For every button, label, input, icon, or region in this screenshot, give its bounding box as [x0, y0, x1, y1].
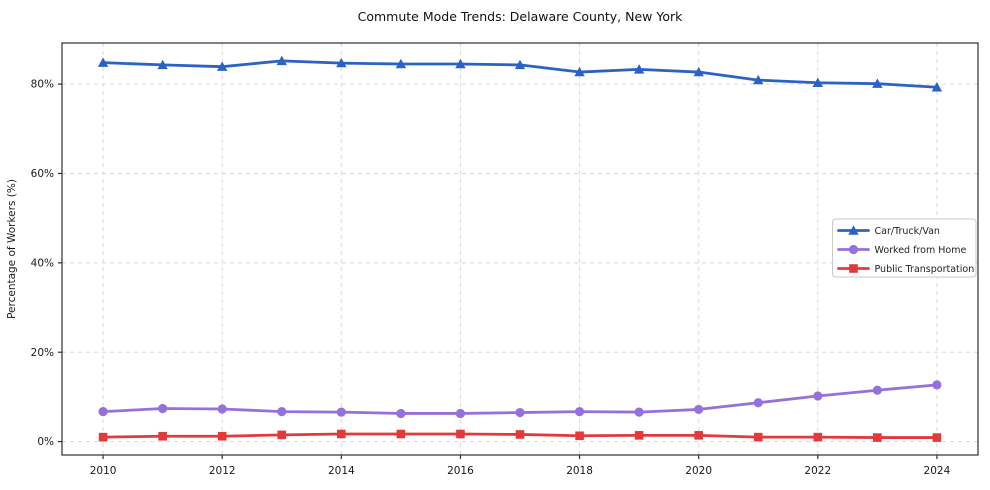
marker-public-transportation [634, 431, 644, 440]
marker-worked-from-home [217, 404, 227, 414]
marker-car-truck-van [97, 57, 109, 67]
legend-box [832, 218, 977, 278]
marker-car-truck-van [514, 59, 526, 70]
y-axis-label: Percentage of Workers (%) [6, 179, 18, 319]
x-tick-label: 2020 [685, 465, 712, 477]
x-tick-label: 2024 [924, 465, 951, 477]
marker-worked-from-home [694, 404, 704, 415]
legend-label: Car/Truck/Van [875, 226, 940, 237]
y-tick-label: 80% [31, 79, 54, 91]
legend-swatch-marker [848, 244, 859, 255]
marker-worked-from-home [98, 407, 108, 417]
marker-worked-from-home [813, 391, 823, 401]
y-tick-label: 0% [37, 436, 54, 448]
marker-car-truck-van [395, 58, 407, 69]
x-tick-label: 2016 [447, 465, 474, 477]
legend-item-worked-from-home: Worked from Home [837, 244, 967, 256]
legend-item-public-transportation: Public Transportation [837, 264, 975, 275]
marker-public-transportation [694, 431, 703, 440]
marker-public-transportation [515, 430, 525, 439]
marker-public-transportation [217, 431, 227, 441]
x-tick-label: 2022 [804, 465, 831, 477]
series-worked-from-home [98, 380, 942, 419]
marker-car-truck-van [574, 66, 585, 77]
marker-worked-from-home [336, 407, 346, 417]
x-tick-label: 2014 [328, 465, 355, 477]
marker-public-transportation [932, 433, 942, 442]
marker-public-transportation [337, 429, 346, 439]
marker-public-transportation [277, 430, 287, 440]
y-tick-label: 40% [31, 257, 54, 269]
marker-car-truck-van [931, 82, 943, 92]
marker-worked-from-home [158, 403, 168, 414]
legend-item-car-truck-van: Car/Truck/Van [837, 225, 940, 237]
marker-worked-from-home [753, 398, 763, 408]
marker-worked-from-home [277, 407, 287, 417]
y-tick-label: 60% [31, 168, 54, 180]
marker-car-truck-van [455, 58, 466, 69]
marker-public-transportation [456, 429, 465, 439]
y-tick-label: 20% [31, 347, 54, 359]
marker-worked-from-home [872, 385, 882, 395]
series-car-truck-van [97, 55, 943, 92]
marker-public-transportation [873, 433, 882, 442]
plot-border [61, 42, 979, 456]
marker-public-transportation [813, 432, 823, 442]
marker-public-transportation [753, 432, 763, 442]
legend: Car/Truck/Van Worked from Home Public Tran… [832, 218, 977, 278]
marker-public-transportation [98, 432, 108, 442]
marker-worked-from-home [574, 407, 585, 417]
marker-car-truck-van [217, 61, 228, 71]
marker-public-transportation [396, 429, 406, 439]
chart-title: Commute Mode Trends: Delaware County, Ne… [357, 9, 683, 24]
marker-car-truck-van [157, 59, 168, 70]
x-tick-label: 2010 [90, 465, 117, 477]
x-tick-label: 2012 [209, 465, 236, 477]
marker-car-truck-van [633, 64, 645, 74]
marker-public-transportation [158, 431, 167, 441]
marker-worked-from-home [396, 408, 406, 419]
marker-car-truck-van [693, 66, 704, 77]
series-public-transportation [98, 429, 942, 442]
marker-public-transportation [575, 431, 584, 441]
marker-worked-from-home [515, 407, 525, 418]
marker-worked-from-home [634, 407, 644, 417]
marker-car-truck-van [872, 78, 883, 88]
legend-label: Worked from Home [875, 245, 967, 256]
marker-car-truck-van [753, 74, 764, 85]
marker-car-truck-van [336, 57, 347, 68]
legend-swatch-marker [848, 225, 859, 235]
legend-label: Public Transportation [875, 264, 975, 275]
marker-worked-from-home [455, 408, 466, 419]
marker-worked-from-home [932, 380, 942, 390]
legend-swatch-marker [849, 264, 858, 273]
marker-car-truck-van [276, 55, 287, 66]
marker-car-truck-van [812, 77, 823, 87]
x-tick-label: 2018 [566, 465, 593, 477]
